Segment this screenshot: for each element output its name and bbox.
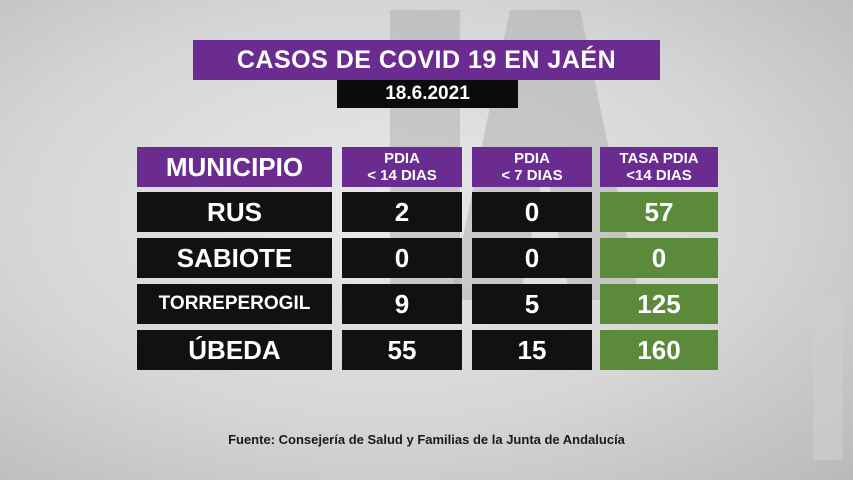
header-tasa-pdia: TASA PDIA <14 DIAS: [600, 147, 718, 187]
row-municipio: TORREPEROGIL: [137, 284, 332, 324]
row-pdia-14: 2: [342, 192, 462, 232]
row-pdia-14: 9: [342, 284, 462, 324]
header-pdia-7: PDIA < 7 DIAS: [472, 147, 592, 187]
row-municipio: RUS: [137, 192, 332, 232]
row-pdia-14: 55: [342, 330, 462, 370]
row-municipio: SABIOTE: [137, 238, 332, 278]
header-pdia-14-line2: < 14 DIAS: [367, 167, 437, 184]
header-tasa-line2: <14 DIAS: [626, 167, 692, 184]
row-pdia-7: 5: [472, 284, 592, 324]
row-tasa: 160: [600, 330, 718, 370]
row-tasa: 57: [600, 192, 718, 232]
background-panel: [813, 300, 843, 460]
date-label: 18.6.2021: [337, 80, 518, 108]
row-pdia-7: 0: [472, 192, 592, 232]
row-tasa: 125: [600, 284, 718, 324]
page-title: CASOS DE COVID 19 EN JAÉN: [193, 40, 660, 80]
header-municipio: MUNICIPIO: [137, 147, 332, 187]
header-pdia-14-line1: PDIA: [384, 150, 420, 167]
header-pdia-14: PDIA < 14 DIAS: [342, 147, 462, 187]
row-tasa: 0: [600, 238, 718, 278]
header-pdia-7-line1: PDIA: [514, 150, 550, 167]
source-note: Fuente: Consejería de Salud y Familias d…: [228, 432, 625, 447]
row-pdia-7: 15: [472, 330, 592, 370]
row-municipio: ÚBEDA: [137, 330, 332, 370]
header-pdia-7-line2: < 7 DIAS: [501, 167, 563, 184]
row-pdia-7: 0: [472, 238, 592, 278]
row-pdia-14: 0: [342, 238, 462, 278]
header-tasa-line1: TASA PDIA: [619, 150, 699, 167]
